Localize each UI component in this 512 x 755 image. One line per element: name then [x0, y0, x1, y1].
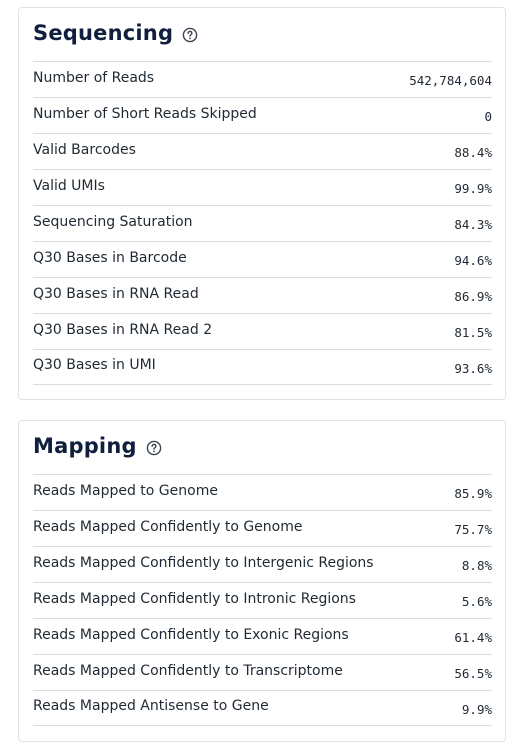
- metric-value: 93.6%: [454, 360, 492, 376]
- metric-value: 61.4%: [454, 630, 492, 645]
- metric-label: Q30 Bases in UMI: [33, 357, 156, 373]
- sequencing-header: Sequencing: [33, 18, 198, 48]
- metric-value: 0: [484, 109, 492, 124]
- metric-value: 86.9%: [454, 289, 492, 304]
- table-row: Q30 Bases in UMI 93.6%: [33, 349, 492, 385]
- mapping-title: Mapping: [33, 434, 137, 458]
- metric-value: 88.4%: [454, 145, 492, 160]
- sequencing-metrics-table: Number of Reads 542,784,604 Number of Sh…: [33, 61, 492, 385]
- table-row: Reads Mapped Confidently to Transcriptom…: [33, 654, 492, 690]
- metric-label: Reads Mapped to Genome: [33, 482, 218, 499]
- table-row: Reads Mapped Confidently to Intronic Reg…: [33, 582, 492, 618]
- table-row: Reads Mapped Confidently to Intergenic R…: [33, 546, 492, 582]
- metric-label: Reads Mapped Confidently to Intronic Reg…: [33, 590, 356, 607]
- metric-label: Q30 Bases in RNA Read: [33, 285, 199, 302]
- table-row: Number of Short Reads Skipped 0: [33, 97, 492, 133]
- table-row: Sequencing Saturation 84.3%: [33, 205, 492, 241]
- question-circle-icon[interactable]: [146, 440, 162, 456]
- metric-value: 542,784,604: [409, 73, 492, 88]
- table-row: Valid UMIs 99.9%: [33, 169, 492, 205]
- metric-label: Reads Mapped Confidently to Genome: [33, 518, 303, 535]
- table-row: Q30 Bases in Barcode 94.6%: [33, 241, 492, 277]
- table-row: Q30 Bases in RNA Read 2 81.5%: [33, 313, 492, 349]
- metric-label: Number of Reads: [33, 69, 155, 86]
- metric-value: 94.6%: [454, 253, 492, 268]
- table-row: Q30 Bases in RNA Read 86.9%: [33, 277, 492, 313]
- table-row: Reads Mapped Confidently to Exonic Regio…: [33, 618, 492, 654]
- mapping-header: Mapping: [33, 431, 162, 461]
- metric-label: Number of Short Reads Skipped: [33, 105, 257, 122]
- metric-label: Valid Barcodes: [33, 141, 136, 158]
- metric-label: Valid UMIs: [33, 177, 105, 194]
- metric-label: Q30 Bases in Barcode: [33, 249, 187, 266]
- metric-label: Reads Mapped Antisense to Gene: [33, 698, 269, 714]
- table-row: Reads Mapped Antisense to Gene 9.9%: [33, 690, 492, 726]
- table-row: Reads Mapped Confidently to Genome 75.7%: [33, 510, 492, 546]
- metric-value: 8.8%: [461, 558, 492, 573]
- table-row: Valid Barcodes 88.4%: [33, 133, 492, 169]
- metric-value: 85.9%: [454, 486, 492, 501]
- table-row: Reads Mapped to Genome 85.9%: [33, 474, 492, 510]
- metric-value: 5.6%: [461, 594, 492, 609]
- metric-value: 9.9%: [461, 701, 492, 717]
- mapping-card: Mapping Reads Mapped to Genome 85.9% Rea…: [18, 420, 506, 742]
- metric-label: Sequencing Saturation: [33, 213, 193, 230]
- metric-value: 81.5%: [454, 325, 492, 340]
- sequencing-card: Sequencing Number of Reads 542,784,604 N…: [18, 7, 506, 400]
- mapping-metrics-table: Reads Mapped to Genome 85.9% Reads Mappe…: [33, 474, 492, 726]
- metric-label: Reads Mapped Confidently to Transcriptom…: [33, 662, 343, 679]
- sequencing-title: Sequencing: [33, 21, 174, 45]
- metric-label: Q30 Bases in RNA Read 2: [33, 321, 213, 338]
- metric-value: 56.5%: [454, 666, 492, 681]
- table-row: Number of Reads 542,784,604: [33, 61, 492, 97]
- metric-value: 99.9%: [454, 181, 492, 196]
- metric-value: 84.3%: [454, 217, 492, 232]
- metric-value: 75.7%: [454, 522, 492, 537]
- question-circle-icon[interactable]: [182, 27, 198, 43]
- metric-label: Reads Mapped Confidently to Exonic Regio…: [33, 626, 349, 643]
- metric-label: Reads Mapped Confidently to Intergenic R…: [33, 554, 374, 571]
